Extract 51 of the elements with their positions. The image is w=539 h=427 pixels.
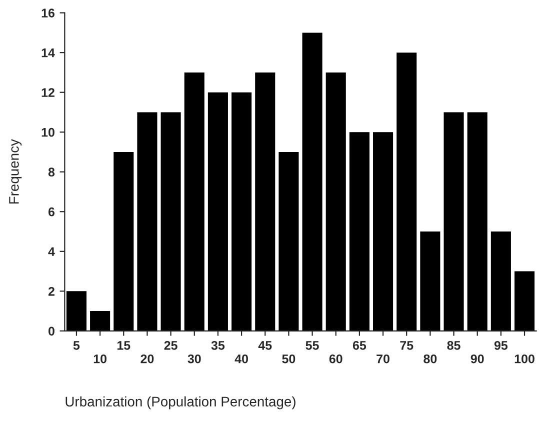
bar — [396, 52, 417, 331]
bar — [232, 92, 252, 331]
x-tick-label: 95 — [494, 340, 508, 350]
y-tick-label: 2 — [48, 286, 54, 296]
y-tick-label: 10 — [42, 128, 54, 137]
x-tick-label: 40 — [234, 354, 248, 364]
x-tick-label: 65 — [352, 340, 366, 350]
x-tick-label: 55 — [306, 341, 319, 350]
x-axis-title: Urbanization (Population Percentage) — [66, 396, 296, 410]
x-tick-label: 45 — [258, 341, 272, 350]
bar — [490, 232, 511, 331]
x-tick-label: 85 — [447, 340, 460, 350]
x-tick-label: 35 — [211, 340, 225, 350]
bar — [137, 112, 158, 331]
y-tick-label: 14 — [42, 48, 55, 58]
y-tick-label: 0 — [48, 326, 54, 336]
x-tick-label: 60 — [329, 354, 342, 364]
bar — [326, 72, 346, 331]
x-tick-label: 70 — [376, 354, 390, 364]
bar — [302, 32, 322, 331]
x-tick-label: 20 — [140, 354, 154, 364]
bar — [420, 232, 440, 331]
y-tick-label: 16 — [42, 8, 55, 18]
x-tick-label: 30 — [188, 354, 201, 364]
x-tick-label: 15 — [117, 341, 130, 350]
x-tick-label: 100 — [514, 354, 534, 364]
bar — [349, 132, 370, 331]
bar — [278, 152, 299, 331]
x-tick-label: 80 — [424, 354, 437, 364]
y-tick-label: 6 — [48, 207, 55, 216]
bar — [255, 72, 276, 331]
y-axis-title: Frequency — [9, 139, 22, 204]
bar — [514, 271, 535, 331]
bar — [114, 152, 134, 331]
bar — [467, 112, 488, 331]
bar — [208, 92, 228, 331]
bar — [66, 291, 86, 331]
y-tick-label: 8 — [48, 168, 55, 177]
bar — [444, 112, 464, 331]
x-tick-label: 25 — [164, 340, 178, 350]
x-tick-label: 10 — [94, 354, 106, 364]
x-tick-label: 5 — [73, 341, 80, 350]
bar — [160, 112, 181, 331]
bar — [184, 72, 204, 331]
y-tick-label: 4 — [48, 247, 55, 256]
x-tick-label: 50 — [282, 354, 296, 364]
bar — [373, 132, 394, 331]
x-tick-label: 90 — [470, 354, 484, 364]
bar — [90, 311, 110, 331]
y-tick-label: 12 — [42, 88, 54, 97]
x-tick-label: 75 — [400, 341, 414, 350]
